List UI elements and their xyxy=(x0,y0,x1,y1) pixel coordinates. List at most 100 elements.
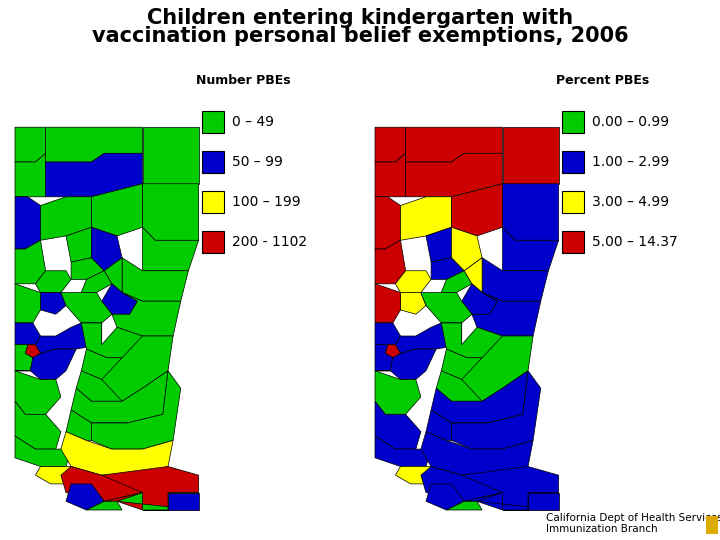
Polygon shape xyxy=(472,293,541,336)
Polygon shape xyxy=(40,293,66,314)
Polygon shape xyxy=(436,371,490,401)
Bar xyxy=(202,151,224,173)
Polygon shape xyxy=(395,467,431,484)
Polygon shape xyxy=(503,184,559,240)
Bar xyxy=(706,516,718,534)
Polygon shape xyxy=(35,467,71,484)
Polygon shape xyxy=(143,227,199,271)
Polygon shape xyxy=(15,371,61,414)
Text: 50 – 99: 50 – 99 xyxy=(232,155,283,169)
Polygon shape xyxy=(102,467,199,510)
Polygon shape xyxy=(462,467,559,510)
Polygon shape xyxy=(35,323,102,353)
Text: 200 - 1102: 200 - 1102 xyxy=(232,235,307,249)
Polygon shape xyxy=(15,436,71,467)
Polygon shape xyxy=(15,345,33,371)
Text: 1.00 – 2.99: 1.00 – 2.99 xyxy=(592,155,670,169)
Polygon shape xyxy=(441,323,503,357)
Polygon shape xyxy=(91,227,122,271)
Bar xyxy=(562,151,584,173)
Polygon shape xyxy=(375,284,400,323)
Polygon shape xyxy=(375,127,405,162)
Polygon shape xyxy=(61,467,143,501)
Text: Immunization Branch: Immunization Branch xyxy=(546,524,657,534)
Polygon shape xyxy=(76,371,130,401)
Polygon shape xyxy=(375,153,405,197)
Text: 3.00 – 4.99: 3.00 – 4.99 xyxy=(592,195,669,209)
Polygon shape xyxy=(15,197,40,249)
Polygon shape xyxy=(405,153,503,197)
Polygon shape xyxy=(426,484,464,510)
Polygon shape xyxy=(61,431,173,475)
Polygon shape xyxy=(71,371,168,423)
Polygon shape xyxy=(375,240,405,284)
Polygon shape xyxy=(421,467,503,501)
Bar xyxy=(562,111,584,133)
Polygon shape xyxy=(400,293,426,314)
Polygon shape xyxy=(122,258,189,301)
Polygon shape xyxy=(503,227,559,271)
Polygon shape xyxy=(375,197,400,249)
Polygon shape xyxy=(143,492,199,510)
Polygon shape xyxy=(15,240,45,284)
Text: California Dept of Health Services: California Dept of Health Services xyxy=(546,513,720,523)
Polygon shape xyxy=(464,258,482,293)
Polygon shape xyxy=(112,293,181,336)
Polygon shape xyxy=(462,284,498,314)
Text: 5.00 – 14.37: 5.00 – 14.37 xyxy=(592,235,678,249)
Polygon shape xyxy=(426,410,487,441)
Polygon shape xyxy=(86,501,122,510)
Polygon shape xyxy=(66,227,91,262)
Polygon shape xyxy=(395,271,431,293)
Polygon shape xyxy=(385,345,400,357)
Polygon shape xyxy=(375,349,436,380)
Text: Percent PBEs: Percent PBEs xyxy=(556,73,649,86)
Polygon shape xyxy=(25,345,40,357)
Polygon shape xyxy=(431,258,464,280)
Polygon shape xyxy=(117,492,199,510)
Polygon shape xyxy=(375,371,421,414)
Polygon shape xyxy=(451,371,541,449)
Polygon shape xyxy=(477,492,559,510)
Text: 0 – 49: 0 – 49 xyxy=(232,115,274,129)
Polygon shape xyxy=(441,271,472,293)
Polygon shape xyxy=(431,371,528,423)
Polygon shape xyxy=(462,336,533,401)
Polygon shape xyxy=(81,349,138,380)
Polygon shape xyxy=(66,410,127,441)
Polygon shape xyxy=(375,436,431,467)
Polygon shape xyxy=(375,401,421,449)
Polygon shape xyxy=(421,431,533,475)
Polygon shape xyxy=(451,227,482,271)
Polygon shape xyxy=(15,323,40,345)
Polygon shape xyxy=(375,345,393,371)
Bar xyxy=(202,111,224,133)
Polygon shape xyxy=(375,323,400,345)
Polygon shape xyxy=(71,258,104,280)
Polygon shape xyxy=(15,284,40,323)
Polygon shape xyxy=(143,127,199,184)
Bar xyxy=(202,191,224,213)
Polygon shape xyxy=(81,271,112,293)
Polygon shape xyxy=(61,293,112,323)
Polygon shape xyxy=(451,184,503,236)
Polygon shape xyxy=(400,197,451,240)
Bar xyxy=(562,231,584,253)
Polygon shape xyxy=(45,127,143,162)
Polygon shape xyxy=(15,153,45,197)
Bar xyxy=(562,191,584,213)
Text: Number PBEs: Number PBEs xyxy=(196,73,291,86)
Polygon shape xyxy=(421,293,472,323)
Polygon shape xyxy=(482,258,549,301)
Polygon shape xyxy=(15,349,76,380)
Text: Children entering kindergarten with: Children entering kindergarten with xyxy=(147,8,573,28)
Polygon shape xyxy=(503,127,559,184)
Polygon shape xyxy=(102,336,173,401)
Polygon shape xyxy=(91,184,143,236)
Polygon shape xyxy=(441,349,498,380)
Text: 0.00 – 0.99: 0.00 – 0.99 xyxy=(592,115,669,129)
Polygon shape xyxy=(35,271,71,293)
Polygon shape xyxy=(405,127,503,162)
Polygon shape xyxy=(45,153,143,197)
Bar xyxy=(202,231,224,253)
